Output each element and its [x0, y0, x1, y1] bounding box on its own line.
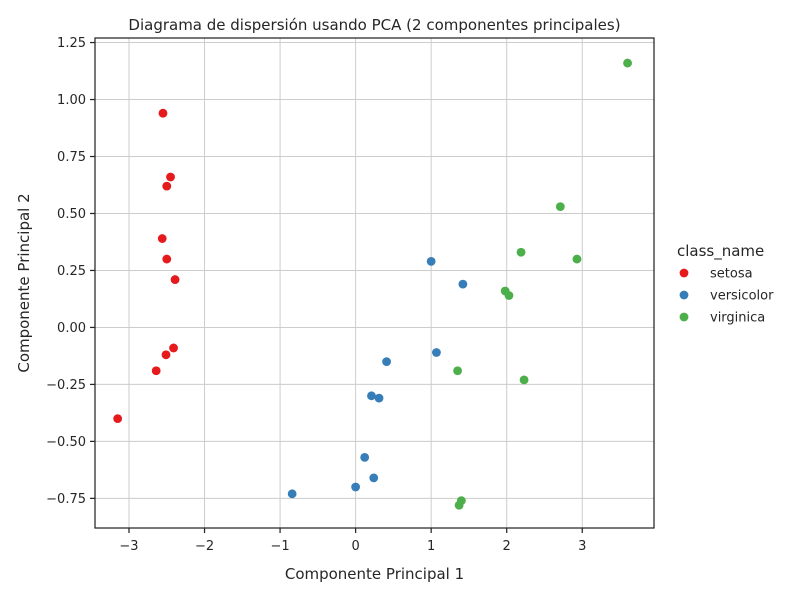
y-tick-label: −0.25	[46, 378, 86, 393]
point-versicolor	[367, 391, 376, 401]
x-tick-label: 2	[503, 539, 511, 554]
legend-label-virginica: virginica	[710, 311, 765, 326]
grid	[95, 38, 654, 528]
data-points	[113, 58, 632, 510]
point-virginica	[516, 247, 526, 257]
point-setosa	[162, 254, 172, 264]
y-tick-label: 0.25	[57, 264, 86, 279]
legend-label-setosa: setosa	[710, 267, 753, 282]
point-versicolor	[426, 256, 436, 266]
x-tick-label: 0	[351, 539, 359, 554]
plot-frame	[94, 37, 655, 529]
point-setosa	[162, 181, 172, 191]
point-versicolor	[360, 452, 370, 462]
point-virginica	[555, 202, 565, 212]
point-setosa	[169, 343, 178, 353]
x-tick-label: −3	[119, 539, 138, 554]
x-tick-label: 1	[427, 539, 435, 554]
x-tick-label: 3	[578, 539, 586, 554]
point-versicolor	[432, 348, 441, 357]
legend: class_name setosa versicolor virginica	[677, 242, 774, 326]
y-axis-label: Componente Principal 2	[15, 193, 33, 372]
y-tick-label: −0.75	[46, 492, 86, 507]
x-tick-label: −1	[270, 539, 289, 554]
point-versicolor	[374, 393, 384, 403]
y-tick-label: −0.50	[46, 435, 86, 450]
legend-title: class_name	[677, 242, 764, 261]
point-virginica	[623, 58, 632, 68]
legend-marker-setosa	[679, 268, 689, 278]
y-tick-label: 1.25	[57, 36, 86, 51]
point-virginica	[572, 254, 582, 264]
y-tick-label: 0.75	[57, 150, 86, 165]
point-versicolor	[369, 473, 379, 483]
axis-ticks: −3 −2 −1 0 1 2 3 −0.75 −0.50 −0.25 0.00 0.25 0.50 0.7…	[46, 36, 586, 554]
point-virginica	[504, 291, 514, 300]
point-setosa	[161, 350, 171, 360]
legend-marker-versicolor	[679, 290, 689, 300]
point-setosa	[170, 275, 180, 284]
legend-label-versicolor: versicolor	[710, 289, 774, 304]
chart-title: Diagrama de dispersión usando PCA (2 com…	[128, 16, 620, 34]
y-tick-label: 1.00	[57, 93, 86, 108]
legend-marker-virginica	[679, 312, 689, 322]
point-virginica	[519, 375, 529, 385]
point-virginica	[453, 366, 462, 376]
x-tick-label: −2	[195, 539, 214, 554]
y-tick-label: 0.00	[57, 321, 86, 336]
point-setosa	[166, 172, 175, 182]
point-setosa	[151, 366, 161, 376]
x-axis-label: Componente Principal 1	[285, 565, 464, 583]
point-versicolor	[287, 489, 297, 499]
point-versicolor	[382, 357, 391, 367]
point-setosa	[113, 414, 123, 424]
point-setosa	[158, 108, 168, 118]
point-virginica	[454, 500, 464, 510]
y-tick-label: 0.50	[57, 207, 86, 222]
point-setosa	[157, 234, 167, 243]
point-versicolor	[458, 279, 468, 289]
point-versicolor	[351, 482, 361, 492]
